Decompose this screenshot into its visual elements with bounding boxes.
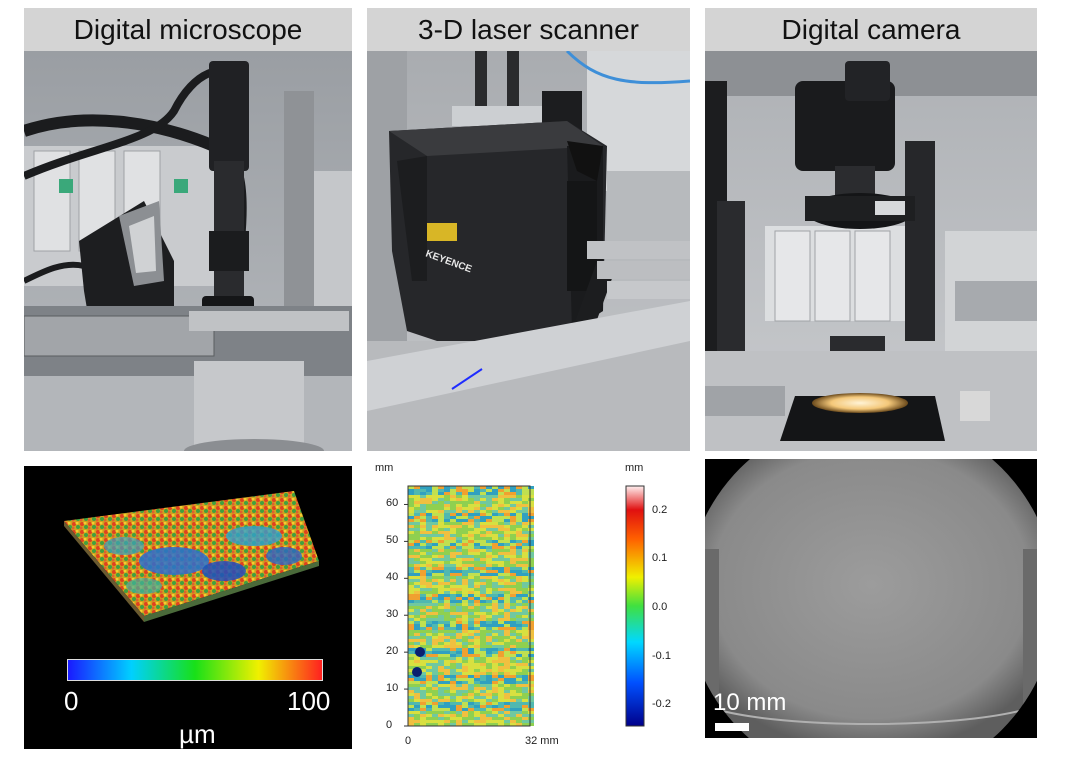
x-tick-end: 32 mm [525,735,559,747]
y-axis-unit: mm [375,462,394,474]
laser-scanner-photo: KEYENCE [367,51,690,451]
heightmap-plot [404,485,645,727]
cbar-tick-3: -0.1 [652,650,671,662]
microscope-photo [24,51,352,451]
scale-bar-label: 10 mm [713,689,787,716]
y-tick-label: 20 [386,645,399,658]
scanner-colorbar [625,485,645,727]
cbar-tick-2: 0.0 [652,601,668,613]
scale-bar [715,723,749,731]
microscope-surface-panel: 0 100 µm [24,466,352,749]
colorbar-min-label: 0 [64,686,79,716]
y-tick-label: 0 [386,719,393,731]
microscope-colorbar [67,659,323,681]
surface-3d-render [64,491,319,622]
y-tick-label: 40 [386,571,399,584]
y-tick-label: 60 [386,497,399,510]
colorbar-unit: mm [625,462,644,474]
y-tick-label: 30 [386,608,399,621]
x-tick-0: 0 [405,735,412,747]
scanner-heightmap-panel: mm 0 10 20 30 40 50 60 0 32 mm mm 0.2 0.1 0.0 … [367,460,690,755]
col-header-microscope: Digital microscope [24,8,352,51]
colorbar-unit-label: µm [179,719,216,749]
col-header-laser-scanner: 3-D laser scanner [367,8,690,51]
y-tick-label: 10 [386,682,399,695]
y-tick-label: 50 [386,534,399,547]
camera-grayscale-image [705,459,1037,738]
colorbar-max-label: 100 [287,686,331,716]
col-header-camera: Digital camera [705,8,1037,51]
digital-camera-photo [705,51,1037,451]
cbar-tick-0: 0.2 [652,504,668,516]
cbar-tick-4: -0.2 [652,698,671,710]
panel-gap-mask [200,749,360,762]
cbar-tick-1: 0.1 [652,552,668,564]
camera-image-panel: 10 mm [705,459,1037,738]
